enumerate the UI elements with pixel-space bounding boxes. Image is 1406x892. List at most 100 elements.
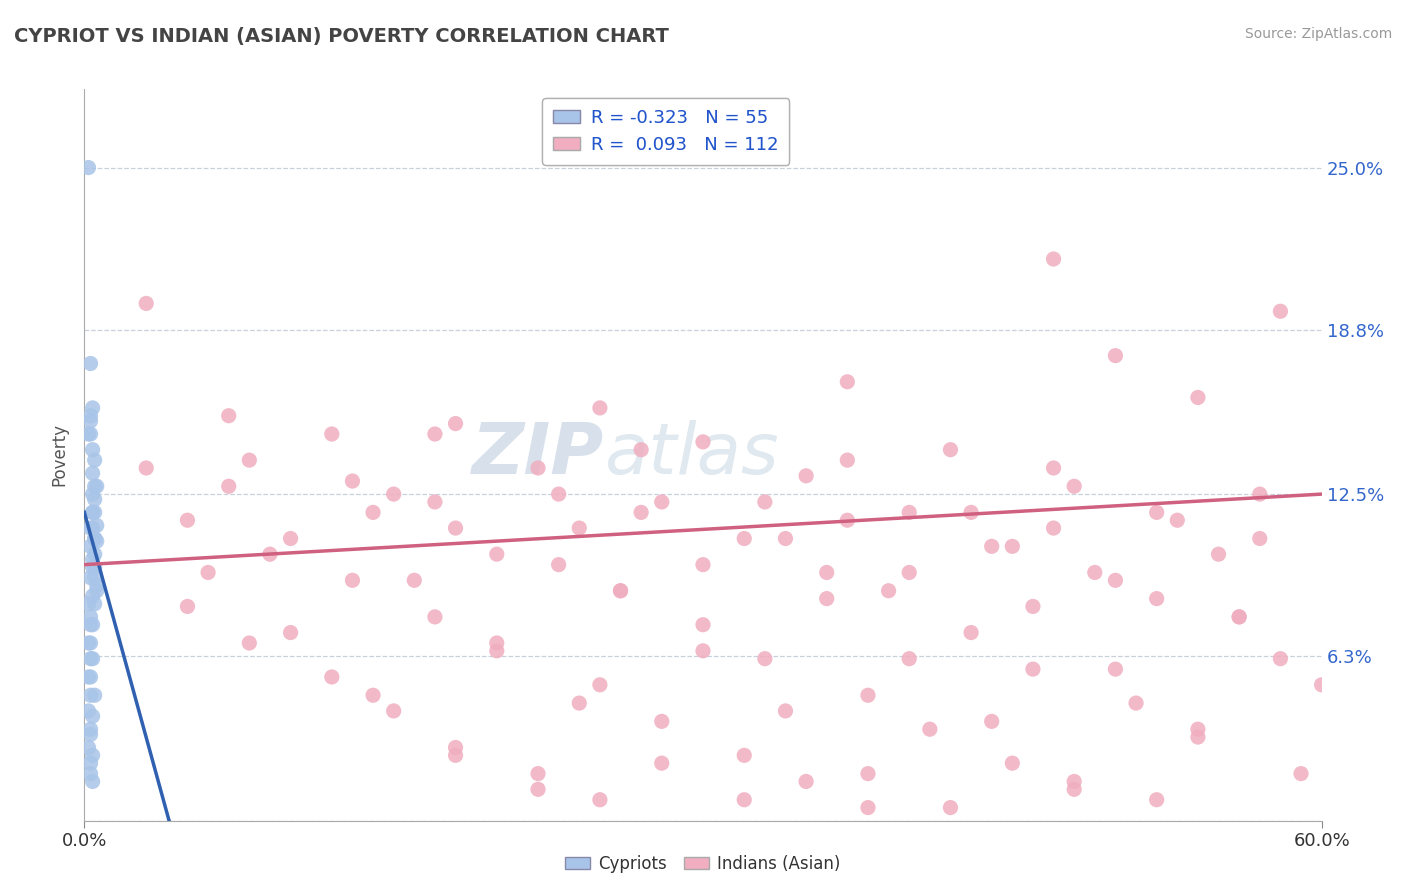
Point — [82, 442, 104, 457]
Point — [77, 670, 100, 684]
Point — [898, 566, 921, 580]
Point — [79, 723, 101, 737]
Point — [79, 651, 101, 665]
Point — [82, 651, 104, 665]
Point — [837, 513, 859, 527]
Point — [176, 513, 198, 527]
Point — [79, 521, 101, 535]
Point — [589, 793, 612, 807]
Point — [1104, 574, 1126, 588]
Point — [86, 518, 108, 533]
Point — [980, 539, 1002, 553]
Point — [423, 610, 446, 624]
Point — [77, 427, 100, 442]
Legend: R = -0.323   N = 55, R =  0.093   N = 112: R = -0.323 N = 55, R = 0.093 N = 112 — [543, 98, 789, 165]
Point — [815, 566, 838, 580]
Point — [77, 597, 100, 611]
Point — [837, 453, 859, 467]
Point — [1289, 766, 1312, 780]
Point — [83, 688, 105, 702]
Point — [82, 617, 104, 632]
Point — [361, 505, 384, 519]
Point — [733, 532, 755, 546]
Point — [79, 727, 101, 741]
Point — [775, 704, 797, 718]
Point — [83, 571, 105, 585]
Point — [1042, 252, 1064, 266]
Point — [1227, 610, 1250, 624]
Point — [856, 800, 879, 814]
Point — [238, 636, 260, 650]
Point — [939, 442, 962, 457]
Point — [754, 651, 776, 665]
Point — [1208, 547, 1230, 561]
Point — [86, 479, 108, 493]
Point — [609, 583, 631, 598]
Point — [692, 617, 714, 632]
Point — [444, 521, 467, 535]
Point — [1022, 599, 1045, 614]
Point — [218, 409, 240, 423]
Point — [918, 723, 941, 737]
Point — [651, 756, 673, 771]
Point — [83, 532, 105, 546]
Point — [82, 466, 104, 480]
Point — [79, 571, 101, 585]
Point — [837, 375, 859, 389]
Point — [82, 589, 104, 603]
Point — [82, 709, 104, 723]
Point — [568, 521, 591, 535]
Point — [79, 670, 101, 684]
Point — [382, 704, 405, 718]
Point — [775, 532, 797, 546]
Point — [82, 560, 104, 574]
Point — [1270, 304, 1292, 318]
Point — [692, 558, 714, 572]
Point — [1063, 479, 1085, 493]
Point — [79, 357, 101, 371]
Point — [218, 479, 240, 493]
Point — [86, 578, 108, 592]
Point — [79, 427, 101, 442]
Point — [1187, 391, 1209, 405]
Point — [83, 532, 105, 546]
Point — [82, 552, 104, 566]
Point — [1249, 532, 1271, 546]
Point — [1270, 651, 1292, 665]
Point — [82, 505, 104, 519]
Point — [651, 495, 673, 509]
Point — [856, 688, 879, 702]
Point — [361, 688, 384, 702]
Point — [1042, 521, 1064, 535]
Point — [527, 766, 550, 780]
Point — [1063, 782, 1085, 797]
Point — [527, 782, 550, 797]
Point — [321, 427, 343, 442]
Point — [898, 651, 921, 665]
Point — [1227, 610, 1250, 624]
Point — [79, 414, 101, 428]
Point — [423, 427, 446, 442]
Point — [692, 434, 714, 449]
Point — [630, 442, 652, 457]
Point — [1042, 461, 1064, 475]
Point — [280, 625, 302, 640]
Point — [444, 417, 467, 431]
Point — [79, 610, 101, 624]
Point — [651, 714, 673, 729]
Point — [423, 495, 446, 509]
Point — [1146, 505, 1168, 519]
Point — [321, 670, 343, 684]
Point — [939, 800, 962, 814]
Point — [280, 532, 302, 546]
Point — [82, 401, 104, 415]
Point — [980, 714, 1002, 729]
Point — [485, 547, 508, 561]
Point — [86, 534, 108, 549]
Point — [342, 474, 364, 488]
Point — [77, 704, 100, 718]
Point — [77, 740, 100, 755]
Point — [1310, 678, 1333, 692]
Point — [1125, 696, 1147, 710]
Point — [733, 793, 755, 807]
